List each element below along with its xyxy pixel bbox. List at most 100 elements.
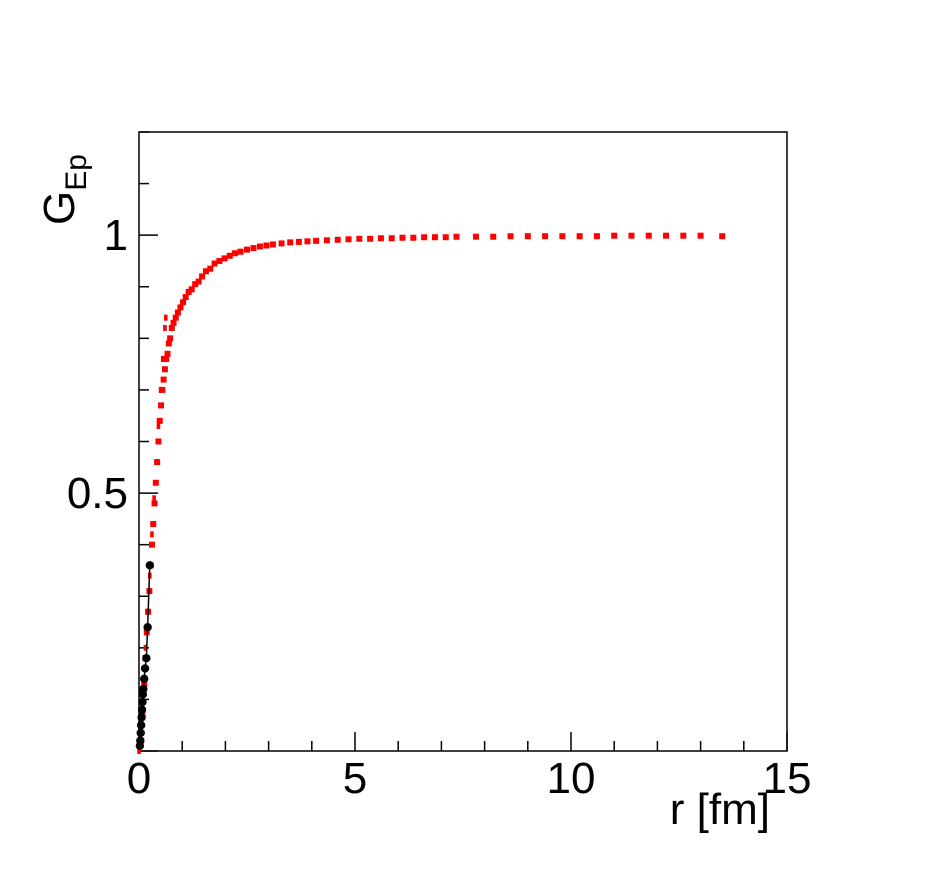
svg-text:GEp: GEp [35,154,93,225]
red-square-point [180,299,187,306]
red-dot-point [152,495,156,502]
red-square-point [367,235,374,242]
red-square-point [221,255,228,262]
red-square-point [168,325,175,332]
red-square-point [170,319,177,326]
black-circle-point [142,653,151,663]
red-square-point [164,350,171,357]
data-series [135,232,726,754]
red-square-point [388,235,395,242]
x-tick-label: 10 [547,754,596,803]
red-square-point [177,304,184,311]
black-circle-point [136,728,145,738]
red-square-point [192,281,199,288]
red-dot-point [163,314,168,321]
red-square-point [680,232,687,239]
black-circle-point [136,736,145,745]
black-circle-point [139,684,148,694]
x-axis-ticks: 0 5 10 15 [127,732,812,803]
red-square-point [263,242,270,249]
red-dot-point [156,423,161,430]
red-square-point [216,257,223,264]
y-axis-title: GEp [35,154,93,225]
red-square-point [295,238,302,245]
red-square-point [421,234,428,241]
red-square-point [256,243,263,250]
red-square-point [645,232,652,239]
x-tick-label: 0 [127,754,151,803]
red-square-point [472,233,479,240]
red-square-point [278,240,285,247]
red-square-point [377,235,384,242]
red-dot-point [154,459,159,466]
red-square-point [269,241,276,248]
red-square-point [356,235,363,242]
red-dot-point [163,325,167,332]
x-tick-label: 5 [343,754,367,803]
red-square-point [199,273,206,280]
red-square-point [304,238,311,245]
x-tick-label: 15 [763,754,812,803]
y-axis-ticks: 0.51 [67,131,158,752]
y-axis-title-subscript: Ep [60,154,93,191]
red-square-point [399,234,406,241]
red-square-point [161,366,168,373]
red-square-point [226,252,233,259]
red-square-point [628,232,635,239]
red-square-point [490,233,497,240]
red-square-point [323,237,330,244]
red-square-point [313,237,320,244]
red-square-point [559,233,566,240]
red-square-point [188,286,195,293]
red-square-point [453,233,460,240]
red-square-point [151,500,158,507]
red-square-point [663,232,670,239]
red-dot-point [160,355,165,362]
red-square-point [542,233,549,240]
black-circle-point [137,713,146,722]
red-square-point [507,233,514,240]
red-square-point [431,234,438,241]
red-square-point [334,236,341,243]
black-circle-point [143,623,152,632]
black-circle-point [145,561,154,570]
red-square-point [163,355,170,362]
red-square-point [158,402,165,409]
red-square-point [185,288,192,295]
red-square-point [611,232,618,239]
red-square-point [287,239,294,246]
red-square-point [719,233,726,240]
black-circle-point [138,697,147,707]
black-circle-point [139,674,149,683]
red-square-point [237,248,244,255]
red-square-point [207,265,214,272]
red-square-point [250,245,257,252]
red-square-point [165,340,172,347]
red-square-point [202,268,209,275]
red-square-point [182,294,189,301]
plot-frame [138,131,788,752]
red-square-point [576,233,583,240]
red-square-point [231,250,238,257]
red-dot-point [158,386,163,393]
y-tick-label: 1 [104,211,128,260]
red-dot-point [143,644,148,651]
red-square-point [442,234,449,241]
red-square-point [160,376,167,383]
red-square-point [345,236,352,243]
black-circle-point [140,664,150,673]
red-square-point [172,314,179,321]
red-square-point [195,278,202,285]
red-square-point [174,309,181,316]
red-square-point [152,479,159,486]
red-dot-point [150,531,154,538]
red-square-point [410,234,417,241]
red-square-point [697,232,704,239]
y-axis-title-main: G [35,191,84,225]
red-dot-point [137,748,141,754]
red-square-point [244,246,250,253]
red-square-point [150,521,157,528]
red-square-point [211,260,218,267]
y-tick-label: 0.5 [67,469,128,518]
